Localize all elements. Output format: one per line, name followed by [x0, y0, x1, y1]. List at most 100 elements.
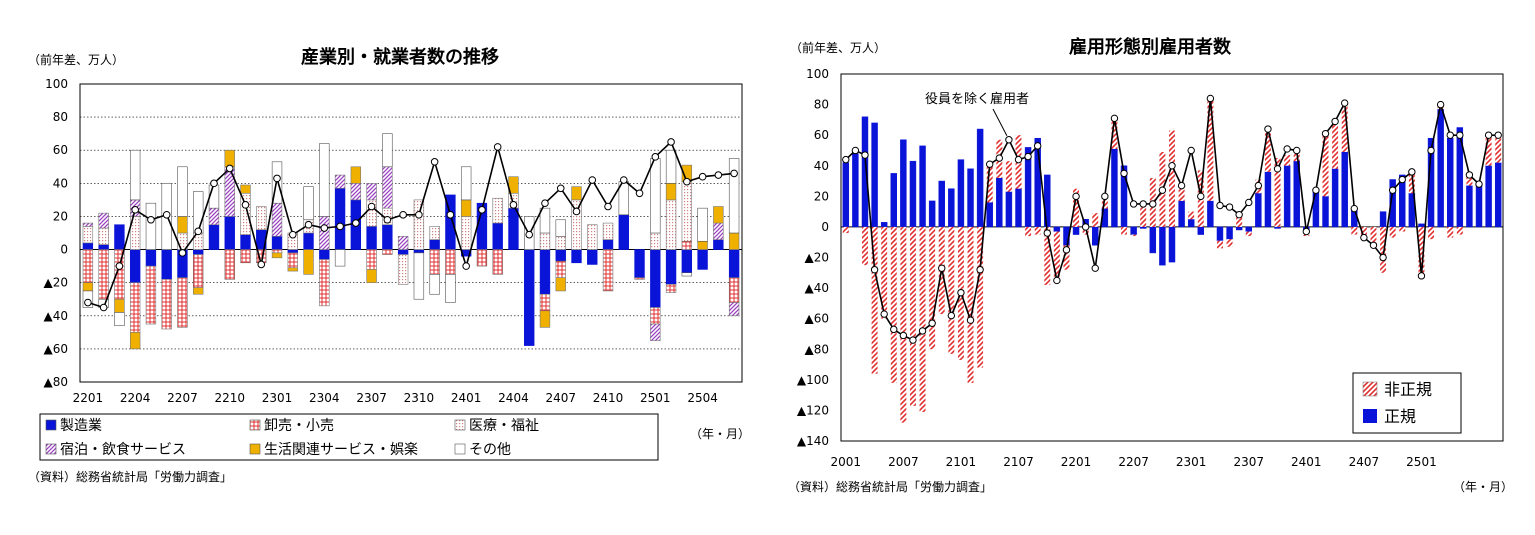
bar-manufacturing: [413, 249, 425, 254]
bar-manufacturing: [681, 249, 693, 274]
total-line-marker: [604, 202, 612, 211]
x-tick-label: 2201: [73, 391, 104, 405]
bar-retail: [129, 282, 141, 333]
total-line-marker: [890, 325, 898, 334]
bar-retail: [319, 259, 330, 307]
total-line-marker: [493, 143, 502, 151]
total-line-marker: [1484, 131, 1493, 139]
total-line-marker: [938, 264, 946, 272]
total-line-marker: [1465, 171, 1474, 179]
bar-regular: [919, 145, 926, 228]
total-line-marker: [1024, 152, 1032, 161]
total-line-marker: [976, 266, 984, 274]
total-line-marker: [1072, 192, 1080, 201]
bar-nonregular: [1063, 245, 1070, 270]
bar-living-services: [114, 298, 125, 313]
bar-retail: [240, 249, 251, 264]
bar-nonregular: [1408, 171, 1415, 194]
bar-living-services: [728, 232, 740, 250]
bar-nonregular: [1485, 135, 1492, 166]
y-tick-label: 20: [53, 209, 68, 223]
total-line-marker: [1235, 210, 1243, 219]
bar-nonregular: [871, 226, 878, 374]
bar-retail: [665, 284, 677, 293]
bar-other: [697, 207, 708, 242]
x-unit-label: （年・月）: [1453, 480, 1513, 494]
bar-living-services: [366, 269, 377, 283]
total-line-marker: [509, 201, 518, 209]
bar-other: [460, 166, 472, 201]
bar-medical: [492, 197, 503, 224]
bar-regular: [1092, 226, 1099, 246]
y-tick-label: 100: [806, 67, 829, 81]
bar-manufacturing: [161, 249, 172, 280]
bar-regular: [852, 153, 859, 228]
x-tick-label: 2401: [451, 391, 482, 405]
bar-regular: [1015, 188, 1022, 228]
bar-retail: [161, 279, 172, 330]
total-line-marker: [320, 224, 329, 232]
x-tick-label: 2310: [404, 391, 435, 405]
bar-nonregular: [1418, 226, 1425, 279]
bar-retail: [728, 277, 740, 303]
bar-accommodation: [271, 202, 283, 237]
total-line-marker: [1427, 146, 1435, 155]
legend-swatch: [249, 443, 261, 455]
bar-living-services: [460, 199, 472, 217]
bar-medical: [602, 222, 614, 240]
bar-accommodation: [224, 166, 235, 217]
bar-regular: [1264, 171, 1272, 228]
total-line-marker: [851, 146, 860, 155]
total-line-marker: [84, 298, 92, 307]
bar-manufacturing: [571, 249, 582, 264]
y-tick-label: ▲40: [44, 309, 69, 323]
bar-other: [555, 219, 566, 237]
bar-medical: [555, 236, 566, 250]
total-line-marker: [1110, 114, 1119, 123]
bar-retail: [681, 240, 693, 250]
bar-other: [177, 166, 188, 217]
bar-manufacturing: [665, 249, 677, 285]
bar-nonregular: [1169, 130, 1175, 227]
bar-manufacturing: [429, 239, 440, 250]
bar-retail: [82, 249, 94, 283]
source-note: （資料）総務省統計局「労働力調査」: [28, 469, 232, 484]
x-tick-label: 2304: [309, 391, 340, 405]
bar-nonregular: [1005, 161, 1012, 192]
total-line-marker: [651, 153, 660, 161]
bar-accommodation: [728, 302, 740, 317]
y-tick-label: 20: [814, 189, 829, 203]
bar-nonregular: [862, 226, 868, 266]
bar-manufacturing: [650, 249, 661, 308]
bar-nonregular: [1092, 213, 1099, 227]
y-tick-label: ▲100: [797, 373, 829, 387]
x-tick-label: 2301: [262, 391, 293, 405]
bar-nonregular: [1389, 226, 1396, 238]
bar-accommodation: [334, 174, 346, 189]
bar-accommodation: [82, 222, 94, 227]
bar-nonregular: [1053, 231, 1060, 281]
bar-nonregular: [1140, 202, 1147, 227]
total-line-marker: [1398, 175, 1406, 184]
legend-label: 非正規: [1384, 380, 1432, 399]
bar-retail: [145, 265, 157, 325]
total-line-marker: [1293, 146, 1301, 155]
x-tick-label: 2404: [498, 391, 529, 405]
bar-nonregular: [1207, 98, 1214, 201]
bar-other: [382, 133, 393, 168]
bar-retail: [177, 277, 188, 328]
total-line-marker: [1360, 233, 1368, 242]
bar-nonregular: [1466, 174, 1473, 186]
legend-label: 宿泊・飲食サービス: [60, 441, 186, 458]
total-line-marker: [1081, 223, 1090, 231]
source-note: （資料）総務省統計局「労働力調査」: [788, 479, 992, 494]
bar-living-services: [713, 206, 724, 224]
total-line-marker: [899, 331, 908, 340]
bar-manufacturing: [287, 249, 298, 254]
bar-nonregular: [1178, 185, 1185, 201]
total-line-marker: [995, 154, 1004, 162]
total-line-marker: [1206, 94, 1215, 103]
bar-nonregular: [1073, 188, 1080, 227]
bar-manufacturing: [334, 188, 346, 250]
bar-other: [728, 158, 740, 234]
